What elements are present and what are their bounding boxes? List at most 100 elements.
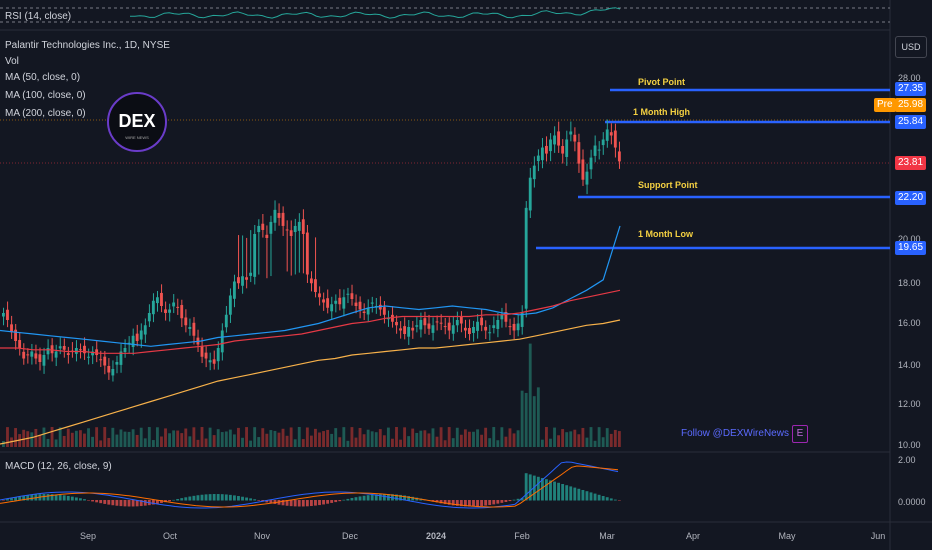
volume-bar [524,392,528,447]
volume-bar [147,427,151,447]
candle-body [192,322,196,336]
follow-text[interactable]: Follow @DEXWireNews [681,428,789,439]
macd-histogram-bar [463,500,467,507]
candle-body [245,277,248,280]
volume-bar [38,435,42,447]
macd-histogram-bar [6,499,9,501]
macd-histogram-bar [2,500,5,501]
macd-histogram-bar [585,491,589,501]
candle-body [155,297,159,304]
candle-body [476,321,479,331]
macd-histogram-bar [346,498,350,501]
candle-body [597,149,601,151]
volume-bar [492,427,496,447]
macd-histogram-bar [553,481,556,501]
logo-subtext: WIRE NEWS [125,135,149,140]
macd-histogram-bar [297,500,301,507]
macd-histogram-bar [26,495,30,501]
macd-histogram-bar [237,496,240,501]
candle-body [370,302,374,304]
macd-histogram-bar [224,494,228,501]
candle-body [273,209,277,223]
candle-body [66,353,70,355]
currency-button[interactable]: USD [895,36,927,58]
macd-histogram-bar [151,500,155,505]
volume-bar [103,427,107,447]
candle-body [139,330,143,340]
candle-body [605,129,609,141]
pre-market-badge: Pre [874,98,896,112]
macd-histogram-bar [488,500,492,506]
candle-body [346,293,350,295]
rsi-indicator-label[interactable]: RSI (14, close) [5,11,72,22]
volume-bar [46,438,50,447]
volume-bar [358,427,362,447]
volume-bar [468,431,471,447]
candle-body [228,295,232,315]
candle-body [326,298,330,308]
macd-histogram-bar [609,498,613,501]
volume-bar [281,428,285,447]
candle-body [38,354,42,362]
volume-bar [54,439,58,447]
macd-histogram-bar [455,500,459,506]
macd-histogram-bar [605,497,609,501]
volume-indicator-label[interactable]: Vol [5,56,19,67]
candle-body [382,307,386,315]
candle-body [200,346,204,357]
candle-body [451,325,455,334]
macd-histogram-bar [228,494,232,501]
candle-body [601,139,605,146]
macd-histogram-bar [338,500,342,502]
candle-body [289,230,293,236]
candle-body [143,325,147,335]
macd-histogram-bar [468,500,471,507]
candle-body [399,328,402,331]
candle-body [581,159,585,180]
volume-bar [504,436,508,447]
macd-histogram-bar [10,498,13,501]
earnings-e-icon[interactable]: E [792,425,808,443]
time-axis-tick: 2024 [426,531,446,541]
candle-body [532,165,536,180]
macd-histogram-bar [249,498,253,501]
volume-bar [22,429,26,447]
candle-body [253,233,257,277]
volume-bar [463,429,467,447]
candle-body [561,146,565,154]
candle-body [472,327,475,333]
ma50-indicator-label[interactable]: MA (50, close, 0) [5,72,81,83]
volume-bar [265,433,269,447]
candle-body [151,300,155,315]
candle-body [528,177,532,211]
volume-bar [561,429,565,447]
candle-body [565,139,569,157]
candle-body [617,151,621,162]
macd-histogram-bar [66,495,70,501]
volume-bar [309,435,313,447]
macd-histogram-bar [601,496,605,501]
macd-indicator-label[interactable]: MACD (12, 26, close, 9) [5,461,112,472]
ma200-indicator-label[interactable]: MA (200, close, 0) [5,108,86,119]
macd-histogram-bar [269,500,273,504]
macd-histogram-bar [180,498,184,501]
macd-histogram-bar [172,499,176,501]
volume-bar [58,427,62,447]
macd-histogram-bar [512,499,516,501]
symbol-label[interactable]: Palantir Technologies Inc., 1D, NYSE [5,40,170,51]
candle-body [431,325,435,333]
macd-histogram-bar [62,495,66,501]
candle-body [18,340,22,348]
macd-histogram-bar [216,494,220,501]
macd-histogram-bar [476,500,479,507]
volume-bar [330,433,334,447]
candle-body [232,281,236,299]
macd-histogram-bar [155,500,159,504]
macd-histogram-bar [532,475,536,501]
macd-histogram-bar [83,499,86,501]
volume-bar [407,436,411,447]
volume-bar [111,427,115,447]
level-label-support: Support Point [638,180,698,190]
candle-body [14,329,18,341]
ma100-indicator-label[interactable]: MA (100, close, 0) [5,90,86,101]
